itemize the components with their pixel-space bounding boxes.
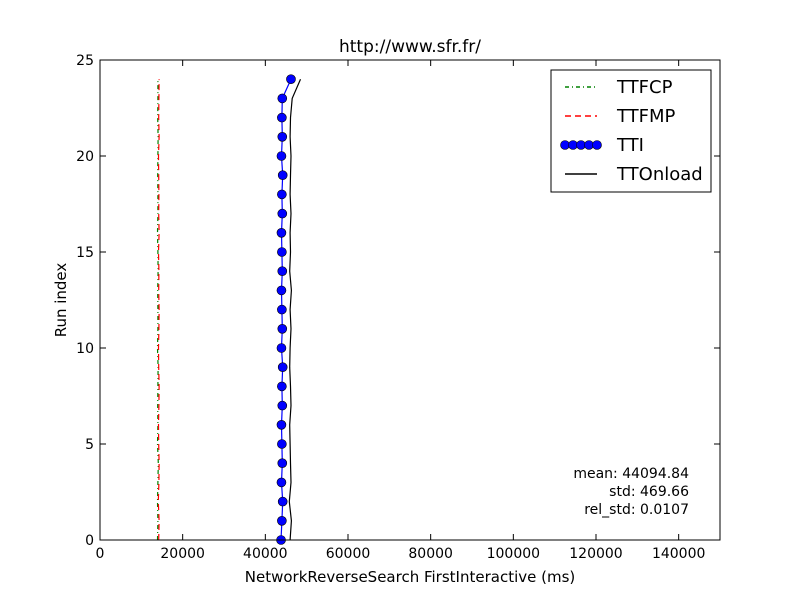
legend-marker-tti [592, 140, 602, 150]
ticks-layer: 0 20000 40000 60000 80000 100000 120000 140000 0… [76, 53, 720, 562]
x-tick-label: 80000 [408, 546, 453, 562]
data-point-tti [277, 132, 288, 142]
x-tick-label: 140000 [652, 546, 705, 562]
x-axis-label: NetworkReverseSearch FirstInteractive (m… [245, 568, 576, 586]
legend-box [550, 69, 712, 193]
legend-marker-tti [584, 140, 594, 150]
data-point-tti [277, 400, 288, 411]
chart-title: http://www.sfr.fr/ [339, 37, 481, 57]
y-tick-label: 0 [85, 533, 94, 549]
data-point-tti [276, 477, 287, 488]
data-point-tti [277, 304, 287, 315]
legend: TTFCP TTFMP TTI TTOnload [550, 69, 712, 193]
series-line-ttonload [288, 78, 302, 541]
data-point-tti [277, 439, 287, 449]
stats-annotation: mean: 44094.84 std: 469.66 rel_std: 0.01… [573, 466, 689, 518]
data-point-tti [286, 74, 296, 84]
stat-std: std: 469.66 [609, 484, 689, 500]
y-tick-label: 15 [76, 245, 94, 261]
y-tick-label: 5 [85, 437, 94, 453]
x-tick-label: 60000 [326, 546, 371, 562]
data-point-tti [277, 112, 287, 123]
data-point-tti [276, 343, 287, 353]
data-point-tti [276, 419, 287, 430]
x-tick-label: 100000 [487, 546, 540, 562]
legend-label-ttonload: TTOnload [616, 164, 703, 185]
data-point-tti [277, 496, 288, 507]
data-point-tti [276, 228, 287, 238]
stat-rel-std: rel_std: 0.0107 [584, 502, 689, 518]
data-point-tti [277, 362, 288, 373]
x-tick-label: 20000 [160, 546, 205, 562]
y-axis-label: Run index [52, 263, 70, 338]
legend-marker-tti [560, 140, 570, 150]
data-point-tti [276, 151, 287, 161]
series-layer [156, 74, 302, 545]
data-point-tti [277, 458, 288, 469]
legend-label-ttfcp: TTFCP [616, 77, 673, 98]
x-tick-label: 120000 [569, 546, 622, 562]
x-tick-label: 40000 [243, 546, 288, 562]
data-point-tti [277, 381, 287, 392]
data-point-tti [277, 266, 288, 277]
data-point-tti [276, 285, 287, 296]
legend-marker-tti [576, 140, 586, 150]
plot-frame [99, 59, 721, 541]
legend-marker-tti [568, 140, 578, 150]
data-point-tti [277, 170, 288, 180]
y-tick-label: 10 [76, 341, 94, 357]
data-point-tti [277, 323, 288, 334]
data-point-tti [277, 189, 287, 200]
y-tick-label: 20 [76, 149, 94, 165]
data-point-tti [277, 208, 288, 219]
data-point-tti [277, 93, 288, 104]
legend-label-ttfmp: TTFMP [616, 106, 676, 127]
series-line-ttfmp [157, 79, 160, 541]
legend-label-tti: TTI [616, 135, 644, 156]
stat-mean: mean: 44094.84 [573, 466, 689, 482]
data-point-tti [277, 515, 287, 526]
data-point-tti [277, 247, 287, 257]
x-tick-label: 0 [96, 546, 105, 562]
y-tick-label: 25 [76, 53, 94, 69]
